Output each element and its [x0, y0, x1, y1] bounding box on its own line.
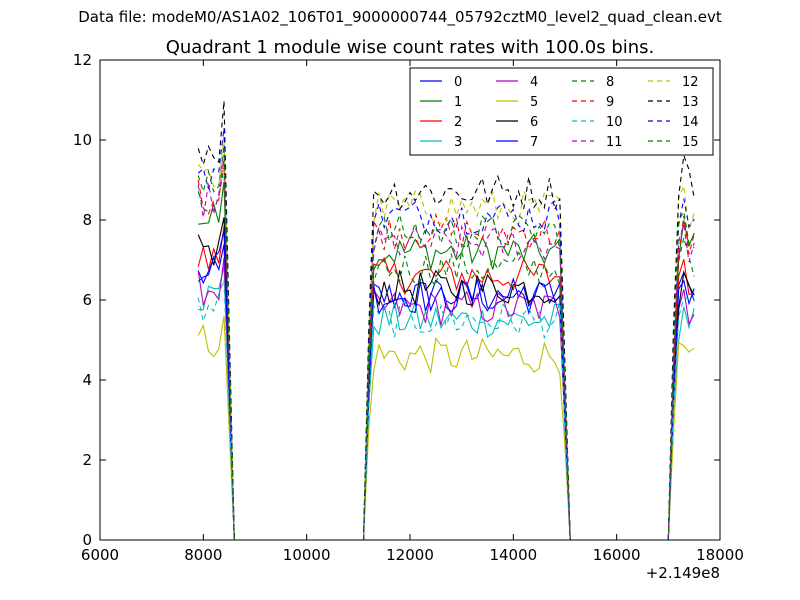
series-line-13 — [197, 100, 695, 541]
legend-label-8: 8 — [606, 75, 614, 90]
x-tick-label: 12000 — [386, 546, 434, 564]
x-tick-label: 10000 — [283, 546, 331, 564]
legend-label-5: 5 — [530, 95, 538, 110]
legend-label-14: 14 — [682, 115, 699, 130]
legend-label-13: 13 — [682, 95, 699, 110]
series-line-8 — [197, 168, 695, 541]
legend-label-4: 4 — [530, 75, 538, 90]
x-tick-label: 8000 — [184, 546, 222, 564]
series-line-10 — [197, 280, 695, 541]
chart-title: Quadrant 1 module wise count rates with … — [165, 37, 655, 58]
y-tick-label: 10 — [73, 131, 92, 149]
series-line-12 — [197, 136, 695, 541]
legend-box — [409, 67, 714, 156]
legend-label-6: 6 — [530, 115, 538, 130]
series-line-11 — [197, 159, 695, 541]
y-tick-label: 6 — [82, 291, 92, 309]
y-tick-label: 0 — [82, 531, 92, 549]
y-tick-label: 8 — [82, 211, 92, 229]
legend-label-0: 0 — [454, 75, 462, 90]
x-tick-label: 6000 — [81, 546, 119, 564]
legend-label-3: 3 — [454, 135, 462, 150]
legend-label-12: 12 — [682, 75, 699, 90]
x-offset-label: +2.149e8 — [646, 564, 720, 582]
legend-label-7: 7 — [530, 135, 538, 150]
series-line-5 — [197, 315, 695, 541]
legend-label-11: 11 — [606, 135, 623, 150]
series-line-15 — [197, 145, 695, 541]
x-tick-label: 14000 — [489, 546, 537, 564]
legend-label-1: 1 — [454, 95, 462, 110]
y-tick-label: 4 — [82, 371, 92, 389]
series-line-2 — [197, 226, 695, 541]
series-line-0 — [197, 244, 695, 541]
series-line-7 — [197, 230, 695, 541]
series-line-6 — [197, 217, 695, 541]
series-line-14 — [197, 127, 695, 541]
legend-label-9: 9 — [606, 95, 614, 110]
legend-label-15: 15 — [682, 135, 699, 150]
y-tick-label: 2 — [82, 451, 92, 469]
figure-suptitle: Data file: modeM0/AS1A02_106T01_90000007… — [78, 8, 722, 26]
y-tick-label: 12 — [73, 51, 92, 69]
x-tick-label: 18000 — [696, 546, 744, 564]
legend-label-10: 10 — [606, 115, 623, 130]
legend-label-2: 2 — [454, 115, 462, 130]
x-tick-label: 16000 — [593, 546, 641, 564]
